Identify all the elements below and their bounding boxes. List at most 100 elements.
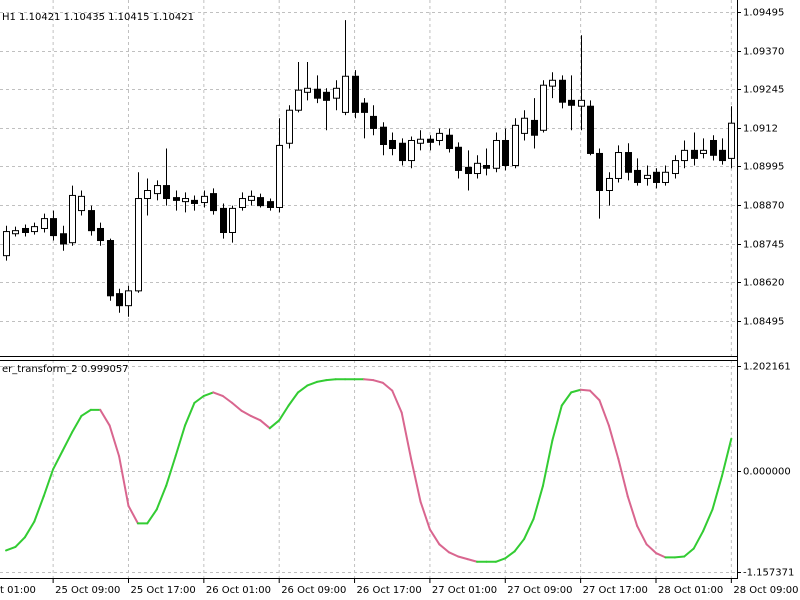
indicator-segment (155, 484, 168, 511)
indicator-segment (607, 424, 620, 460)
indicator-segment (391, 389, 403, 414)
candle-body (229, 207, 236, 233)
candle-body (314, 88, 321, 99)
indicator-segment (466, 558, 479, 563)
indicator-segment (617, 457, 629, 498)
candle-body (521, 117, 528, 134)
indicator-segment (278, 404, 290, 422)
x-tick-label: t 01:00 (0, 585, 36, 596)
candle-body (634, 169, 641, 183)
x-tick-label: 27 Oct 09:00 (507, 585, 572, 596)
y-tick-label: 1.08495 (743, 317, 784, 328)
indicator-segment (551, 404, 563, 442)
indicator-segment (174, 424, 187, 458)
indicator-segment (589, 389, 601, 402)
y-tick-label: 1.0912 (743, 124, 778, 135)
indicator-segment (645, 543, 657, 555)
y-tick-label: 1.08745 (743, 240, 784, 251)
indicator-segment (5, 545, 17, 552)
candle-body (31, 226, 38, 233)
candle-body (615, 152, 622, 179)
y-tick-label: 1.08620 (743, 278, 784, 289)
candle-body (587, 105, 594, 154)
indicator-segment (560, 391, 573, 407)
candle-body (380, 126, 387, 145)
indicator-segment (598, 399, 610, 427)
indicator-segment (306, 380, 318, 387)
candle-body (493, 139, 500, 169)
candle-body (436, 132, 443, 141)
candle-body (12, 230, 19, 235)
indicator-segment (33, 495, 45, 523)
indicator-segment (720, 437, 733, 478)
x-tick-label: 28 Oct 09:00 (733, 585, 798, 596)
candle-body (559, 79, 566, 103)
indicator-segment (297, 384, 309, 394)
indicator-segment (315, 379, 328, 383)
indicator-segment (42, 468, 55, 498)
candle-body (97, 227, 104, 242)
indicator-segment (428, 528, 441, 546)
candle-body (220, 207, 227, 233)
candle-body (276, 144, 283, 208)
x-tick-label: 27 Oct 01:00 (432, 585, 497, 596)
x-tick-label: 26 Oct 01:00 (206, 585, 271, 596)
indicator-segment (61, 431, 73, 452)
indicator-segment (570, 388, 582, 394)
candle-body (700, 149, 707, 154)
candle-body (154, 185, 161, 195)
candle-body (710, 139, 717, 156)
indicator-segment (184, 401, 196, 427)
candle-body (144, 190, 151, 200)
candle-body (427, 138, 434, 143)
candle-body (606, 177, 613, 192)
y-tick-label: 1.09495 (743, 8, 784, 19)
candle-body (323, 91, 330, 101)
candle-body (342, 75, 349, 113)
indicator-segment (193, 394, 205, 404)
candle-body (286, 109, 293, 144)
indicator-segment (513, 538, 526, 553)
candle-body (465, 166, 472, 175)
candle-body (625, 152, 632, 173)
y-tick-label: 0.000000 (743, 467, 791, 478)
indicator-segment (165, 455, 177, 487)
indicator-segment (127, 504, 139, 525)
candle-body (446, 134, 453, 150)
indicator-segment (636, 524, 648, 546)
candle-body (681, 149, 688, 162)
candle-body (512, 124, 519, 166)
indicator-segment (683, 547, 695, 558)
indicator-segment (259, 419, 271, 430)
indicator-segment (626, 495, 639, 527)
candle-body (399, 142, 406, 162)
candle-body (352, 75, 359, 113)
y-tick-label: 1.202161 (743, 362, 791, 373)
indicator-segment (249, 414, 262, 422)
indicator-segment (118, 455, 130, 507)
candle-body (691, 149, 698, 159)
indicator-segment (23, 520, 36, 539)
indicator-segment (504, 550, 516, 560)
candle-body (455, 146, 462, 171)
indicator-segment (362, 378, 375, 382)
x-tick-label: 25 Oct 17:00 (130, 585, 195, 596)
indicator-segment (494, 557, 507, 563)
candle-body (578, 99, 585, 107)
candle-body (370, 115, 377, 129)
y-tick-label: 1.09245 (743, 85, 784, 96)
candle-body (361, 102, 368, 113)
grid (0, 0, 737, 578)
candle-body (107, 240, 114, 297)
candle-body (389, 139, 396, 150)
indicator-segment (240, 409, 252, 417)
candle-body (408, 139, 415, 162)
indicator-segment (702, 508, 714, 533)
candle-body (248, 195, 255, 201)
indicator-segment (212, 391, 224, 397)
candle-body (502, 139, 509, 166)
candle-body (540, 84, 547, 131)
indicator-segment (532, 484, 544, 520)
indicator-segment (447, 551, 460, 558)
